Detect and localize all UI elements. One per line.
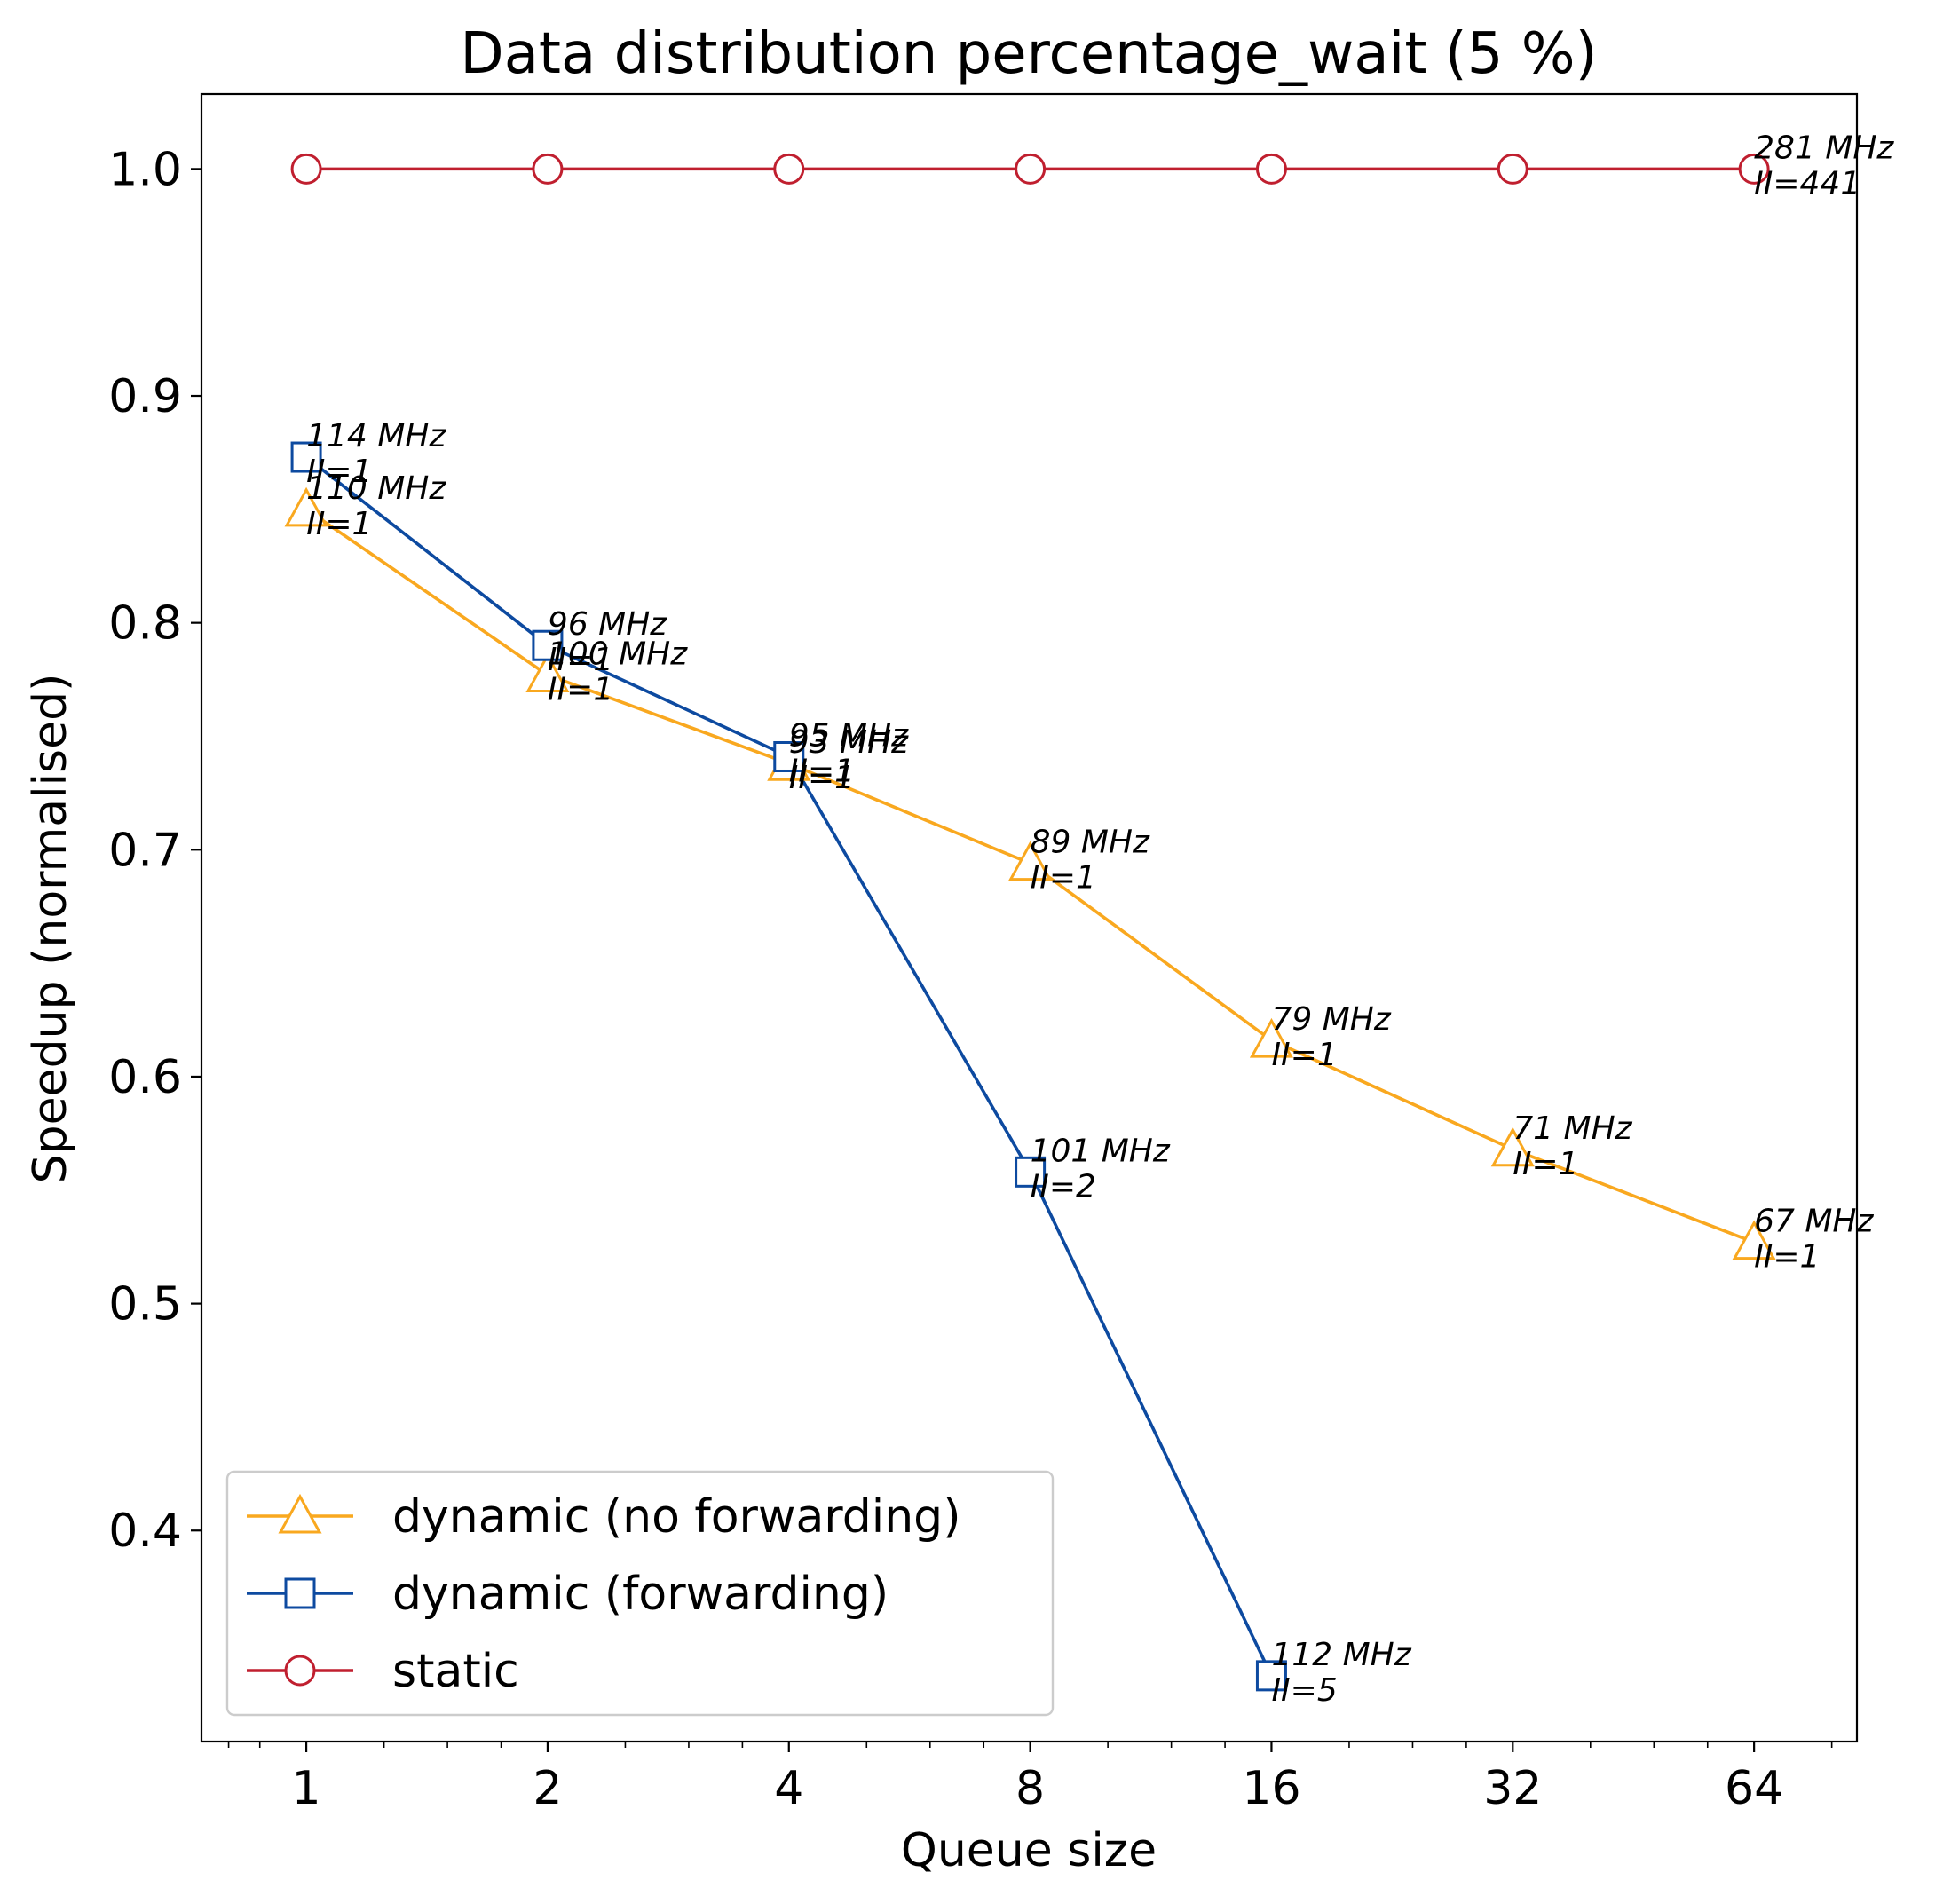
data-label: 89 MHz xyxy=(1031,825,1150,861)
data-label: II=5 xyxy=(1271,1672,1337,1709)
chart-title: Data distribution percentage_wait (5 %) xyxy=(460,21,1597,87)
legend-marker xyxy=(278,1493,322,1534)
data-label: II=1 xyxy=(306,506,372,542)
legend-label: dynamic (no forwarding) xyxy=(392,1490,960,1544)
y-tick-label: 0.9 xyxy=(108,370,182,423)
x-tick-label: 64 xyxy=(1725,1762,1783,1815)
data-label: II=2 xyxy=(1031,1168,1096,1205)
x-tick-label: 2 xyxy=(533,1762,562,1815)
x-tick-label: 4 xyxy=(774,1762,803,1815)
data-point xyxy=(1738,153,1770,185)
y-tick-label: 1.0 xyxy=(108,143,182,196)
data-label: II=1 xyxy=(1031,860,1096,897)
data-label: 95 MHz xyxy=(789,717,909,754)
data-point xyxy=(284,486,328,527)
data-label: 114 MHz xyxy=(306,418,446,454)
x-tick-label: 32 xyxy=(1483,1762,1542,1815)
data-point xyxy=(1255,153,1287,185)
data-label: 67 MHz xyxy=(1754,1204,1874,1240)
data-label: II=1 xyxy=(1513,1146,1578,1182)
data-point xyxy=(1490,1126,1535,1167)
data-label: II=1 xyxy=(548,642,613,678)
data-point xyxy=(532,629,564,661)
data-label: 93 MHz xyxy=(789,724,909,761)
y-tick-label: 0.5 xyxy=(108,1278,182,1331)
y-tick-label: 0.4 xyxy=(108,1505,182,1558)
data-point xyxy=(290,153,322,185)
data-label: 101 MHz xyxy=(1031,1133,1171,1169)
legend-marker xyxy=(284,1655,316,1687)
data-point xyxy=(1497,153,1528,185)
data-point xyxy=(1015,1156,1047,1188)
legend: dynamic (no forwarding) dynamic (forwardi… xyxy=(225,1470,1055,1717)
x-axis-label: Queue size xyxy=(901,1824,1157,1877)
y-tick-label: 0.6 xyxy=(108,1051,182,1104)
data-label: II=1 xyxy=(306,454,372,490)
data-label: 112 MHz xyxy=(1271,1637,1411,1673)
data-label: 79 MHz xyxy=(1271,1001,1391,1038)
legend-marker xyxy=(284,1577,316,1609)
legend-label: dynamic (forwarding) xyxy=(392,1568,889,1621)
axes-frame xyxy=(200,92,1859,1743)
legend-label: static xyxy=(392,1645,519,1698)
data-point xyxy=(290,441,322,473)
data-label: II=1 xyxy=(548,671,613,707)
data-label: II=441 xyxy=(1754,165,1860,201)
data-point xyxy=(1732,1220,1776,1260)
y-axis-label: Speedup (normalised) xyxy=(24,674,77,1184)
data-point xyxy=(1249,1017,1293,1058)
data-point xyxy=(1255,1660,1287,1692)
data-point xyxy=(1008,841,1053,881)
data-label: 100 MHz xyxy=(548,636,688,672)
y-tick-label: 0.7 xyxy=(108,824,182,877)
data-label: II=1 xyxy=(789,760,855,796)
data-label: II=1 xyxy=(789,753,855,789)
x-tick-label: 8 xyxy=(1015,1762,1045,1815)
legend-box xyxy=(225,1470,1055,1717)
data-label: 281 MHz xyxy=(1754,130,1894,166)
data-point xyxy=(773,740,805,772)
data-point xyxy=(532,153,564,185)
data-label: 110 MHz xyxy=(306,470,446,507)
data-label: II=1 xyxy=(1754,1239,1820,1276)
data-label: 71 MHz xyxy=(1513,1110,1632,1147)
data-point xyxy=(773,153,805,185)
data-point xyxy=(525,652,570,692)
y-tick-label: 0.8 xyxy=(108,597,182,651)
data-label: 96 MHz xyxy=(548,606,667,643)
x-tick-label: 16 xyxy=(1242,1762,1300,1815)
data-point xyxy=(1015,153,1047,185)
x-tick-label: 1 xyxy=(292,1762,321,1815)
data-label: II=1 xyxy=(1271,1037,1337,1073)
